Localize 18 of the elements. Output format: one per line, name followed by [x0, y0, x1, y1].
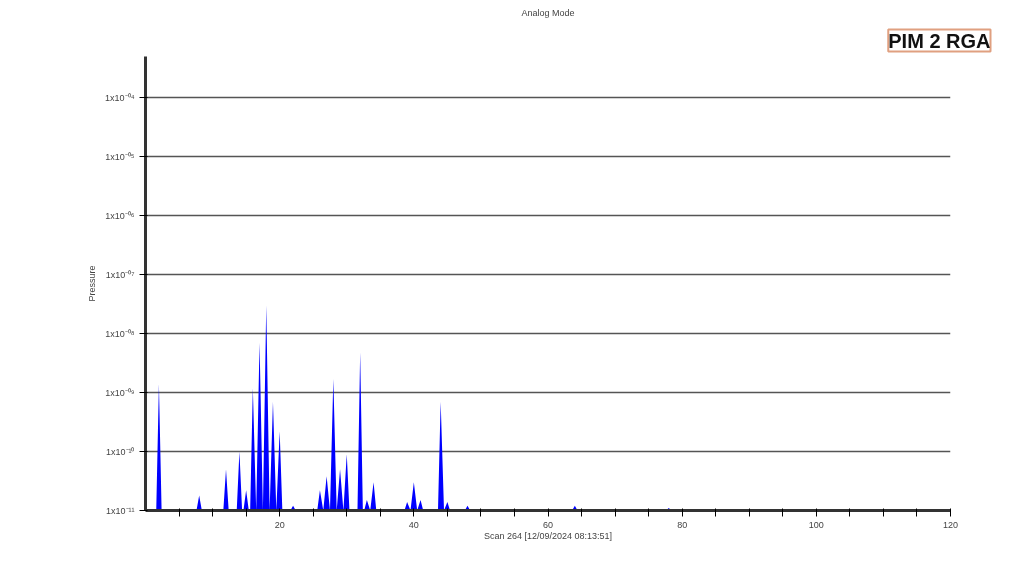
chart-title: Analog Mode: [521, 7, 575, 18]
y-tick-label: 1x10⁻¹⁰: [105, 446, 135, 457]
x-tick-label: 80: [677, 519, 688, 530]
y-tick-label: 1x10⁻⁰⁸: [105, 328, 135, 339]
y-tick-label: 1x10⁻⁰⁷: [105, 269, 135, 280]
x-tick-label: 40: [408, 519, 419, 530]
y-tick-label: 1x10⁻⁰⁹: [105, 387, 135, 398]
x-tick-label: 20: [274, 519, 285, 530]
y-tick-label: 1x10⁻⁰⁶: [105, 210, 135, 221]
y-tick-label: 1x10⁻⁰⁴: [105, 92, 135, 103]
y-tick-label: 1x10⁻⁰⁵: [105, 151, 135, 162]
text: PIM 2 RGA: [888, 29, 991, 52]
x-tick-label: 100: [808, 519, 824, 530]
x-tick-label: 60: [542, 519, 554, 530]
x-tick-label: 120: [942, 519, 959, 530]
x-axis-title: Scan 264 [12/09/2024 08:13:51]: [483, 530, 613, 541]
y-tick-label: 1x10⁻¹¹: [105, 505, 135, 516]
y-axis-title: Pressure: [87, 265, 98, 302]
